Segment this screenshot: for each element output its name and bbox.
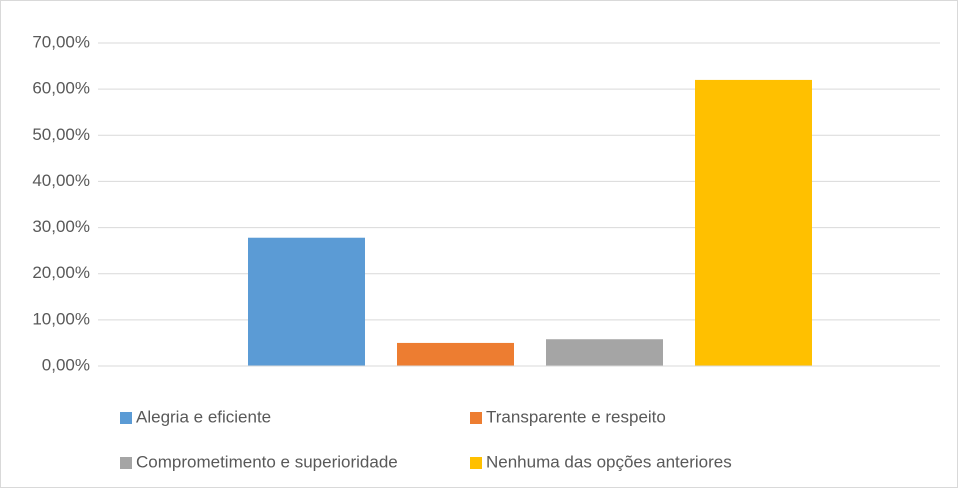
y-tick-label: 20,00% (32, 263, 90, 282)
legend-label: Nenhuma das opções anteriores (486, 452, 732, 471)
legend-swatch (470, 457, 482, 469)
bar (397, 342, 514, 366)
legend-label: Alegria e eficiente (136, 407, 271, 426)
legend-swatch (120, 457, 132, 469)
legend-label: Comprometimento e superioridade (136, 452, 398, 471)
bar (695, 79, 812, 367)
y-tick-label: 0,00% (42, 355, 90, 374)
bar (248, 237, 365, 366)
y-tick-label: 30,00% (32, 217, 90, 236)
y-tick-label: 50,00% (32, 125, 90, 144)
y-tick-label: 70,00% (32, 32, 90, 51)
y-tick-label: 60,00% (32, 79, 90, 98)
legend-swatch (470, 412, 482, 424)
y-tick-label: 10,00% (32, 309, 90, 328)
bar (546, 339, 663, 366)
legend-label: Transparente e respeito (486, 407, 666, 426)
y-tick-label: 40,00% (32, 171, 90, 190)
legend-swatch (120, 412, 132, 424)
